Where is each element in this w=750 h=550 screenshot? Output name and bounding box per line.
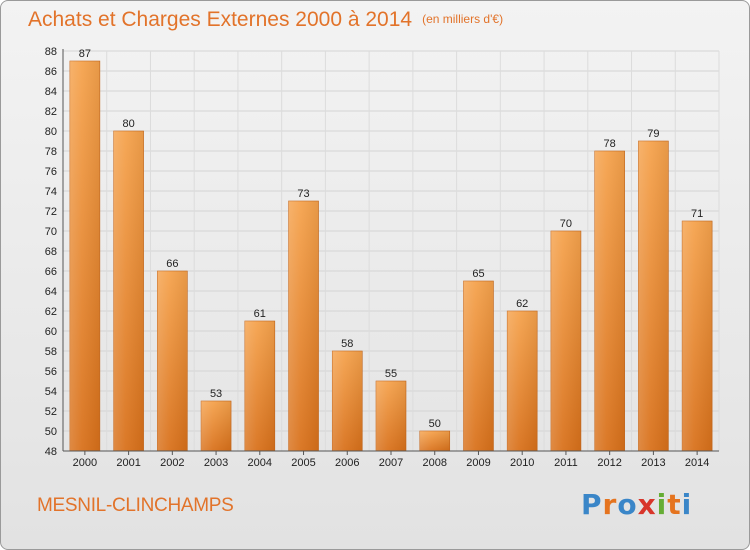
data-label-2013: 79: [647, 128, 659, 140]
x-tick-label-2007: 2007: [379, 457, 403, 469]
y-tick-label: 64: [45, 286, 57, 298]
bar-shade-2004: [244, 321, 275, 451]
x-tick-label-2005: 2005: [291, 457, 315, 469]
bars: [69, 60, 713, 452]
y-tick-label: 88: [45, 46, 57, 58]
data-label-2009: 65: [472, 268, 484, 280]
bar-shade-2011: [550, 231, 581, 451]
bar-shade-2012: [594, 151, 625, 451]
x-tick-label-2012: 2012: [597, 457, 621, 469]
y-tick-label: 82: [45, 106, 57, 118]
data-labels: 87 80 66 53 61 73 58 55 50 65 62 70 78 79 71: [79, 48, 704, 430]
x-tick-label-2014: 2014: [685, 457, 709, 469]
x-tick-label-2006: 2006: [335, 457, 359, 469]
y-tick-label: 76: [45, 166, 57, 178]
x-tick-label-2011: 2011: [554, 457, 578, 469]
chart-title: Achats et Charges Externes 2000 à 2014 (e…: [28, 8, 503, 32]
y-tick-label: 62: [45, 306, 57, 318]
y-tick-label: 70: [45, 226, 57, 238]
logo-letter: i: [656, 488, 668, 521]
y-tick-label: 72: [45, 206, 57, 218]
data-label-2000: 87: [79, 48, 91, 60]
data-label-2006: 58: [341, 338, 353, 350]
bar-shade-2000: [69, 61, 100, 451]
proxiti-logo: Proxiti: [581, 488, 692, 521]
data-label-2007: 55: [385, 368, 397, 380]
bar-shade-2009: [463, 281, 494, 451]
x-tick-label-2001: 2001: [116, 457, 140, 469]
data-label-2008: 50: [429, 418, 441, 430]
y-tick-label: 56: [45, 366, 57, 378]
bar-shade-2014: [682, 221, 713, 451]
chart-unit: (en milliers d'€): [422, 12, 504, 26]
commune-name: MESNIL-CLINCHAMPS: [37, 495, 234, 516]
y-tick-label: 54: [45, 386, 57, 398]
bar-shade-2010: [507, 311, 538, 451]
axes: 48 50 52 54 56 58 60 62 64 66 68 70 72 74 76 78 80 82 84 86…: [45, 46, 719, 469]
bar-shade-2005: [288, 201, 319, 451]
data-label-2005: 73: [297, 188, 309, 200]
logo-letter: o: [617, 488, 638, 521]
y-tick-label: 60: [45, 326, 57, 338]
x-tick-label-2000: 2000: [73, 457, 97, 469]
y-tick-label: 52: [45, 406, 57, 418]
y-tick-label: 58: [45, 346, 57, 358]
x-tick-label-2004: 2004: [248, 457, 272, 469]
y-tick-label: 66: [45, 266, 57, 278]
bar-shade-2007: [376, 381, 406, 451]
y-tick-label: 50: [45, 426, 57, 438]
logo-letter: r: [602, 488, 618, 521]
data-label-2012: 78: [604, 138, 616, 150]
x-tick-label-2013: 2013: [641, 457, 665, 469]
x-tick-label-2003: 2003: [204, 457, 228, 469]
y-tick-label: 84: [45, 86, 57, 98]
y-tick-label: 78: [45, 146, 57, 158]
x-tick-label-2009: 2009: [466, 457, 490, 469]
x-tick-label-2002: 2002: [160, 457, 184, 469]
y-tick-label: 68: [45, 246, 57, 258]
x-tick-label-2008: 2008: [422, 457, 446, 469]
bar-shade-2008: [419, 431, 450, 451]
data-label-2011: 70: [560, 218, 572, 230]
bar-shade-2001: [113, 131, 144, 451]
x-tick-label-2010: 2010: [510, 457, 534, 469]
y-tick-label: 80: [45, 126, 57, 138]
logo-letter: i: [681, 488, 693, 521]
data-label-2004: 61: [254, 308, 266, 320]
data-label-2010: 62: [516, 298, 528, 310]
logo-letter: x: [637, 488, 657, 521]
bar-shade-2003: [201, 401, 232, 451]
data-label-2001: 80: [122, 118, 134, 130]
y-tick-label: 48: [45, 446, 57, 458]
data-label-2014: 71: [691, 208, 703, 220]
bar-shade-2013: [638, 141, 669, 451]
bar-shade-2002: [157, 271, 188, 451]
data-label-2003: 53: [210, 388, 222, 400]
bar-shade-2006: [332, 351, 363, 451]
logo-letter: t: [667, 488, 682, 521]
logo-letter: P: [581, 488, 603, 521]
data-label-2002: 66: [166, 258, 178, 270]
chart-title-text: Achats et Charges Externes 2000 à 2014: [28, 8, 413, 31]
y-tick-label: 86: [45, 66, 57, 78]
y-tick-label: 74: [45, 186, 57, 198]
